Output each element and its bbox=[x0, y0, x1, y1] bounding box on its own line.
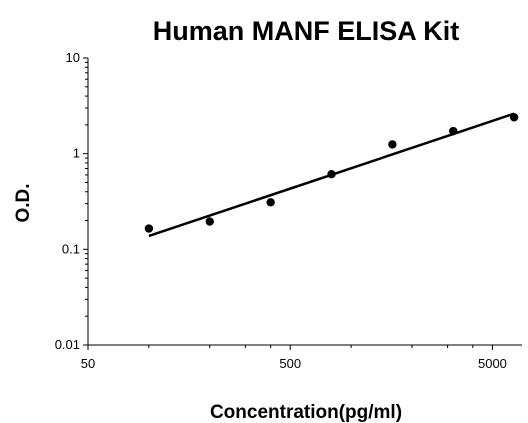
data-points bbox=[144, 113, 519, 233]
y-tick-label: 1 bbox=[73, 146, 80, 161]
x-tick-label: 5000 bbox=[478, 356, 507, 371]
axes bbox=[87, 58, 522, 346]
chart-title: Human MANF ELISA Kit bbox=[153, 16, 460, 46]
data-point bbox=[266, 198, 275, 207]
x-tick-label: 50 bbox=[81, 356, 95, 371]
y-tick-label: 0.01 bbox=[55, 337, 80, 352]
y-tick-label: 0.1 bbox=[62, 241, 80, 256]
x-axis-label: Concentration(pg/ml) bbox=[210, 402, 402, 423]
x-tick-label: 500 bbox=[279, 356, 301, 371]
data-point bbox=[327, 170, 336, 179]
data-point bbox=[388, 140, 397, 149]
data-point bbox=[509, 113, 519, 122]
y-axis-label: O.D. bbox=[13, 183, 34, 222]
data-point bbox=[144, 224, 154, 233]
x-ticks: 50 500 5000 bbox=[81, 345, 507, 371]
data-point bbox=[205, 217, 214, 226]
data-point bbox=[449, 126, 458, 136]
y-tick-label: 10 bbox=[66, 50, 80, 65]
y-ticks: 10 1 0.1 0.01 bbox=[55, 50, 88, 352]
